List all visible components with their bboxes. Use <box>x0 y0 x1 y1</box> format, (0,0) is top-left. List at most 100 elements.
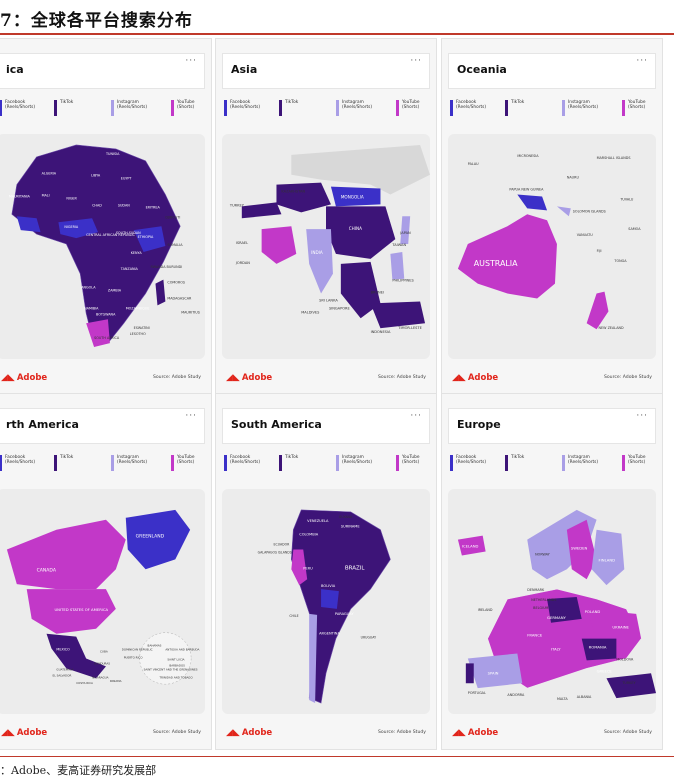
map-europe[interactable]: NORWAY DENMARK NETHERLANDS BELGIUM IRELA… <box>448 489 656 714</box>
map-oceania[interactable]: MICRONESIA MARSHALL ISLANDS PALAU NAURU … <box>448 134 656 359</box>
youtube-swatch <box>396 455 399 471</box>
map-label: IRELAND <box>478 608 493 612</box>
africa-map-svg: TUNISIA ALGERIA LIBYA EGYPT MAURITANIA M… <box>9 144 200 348</box>
map-label: GUATEMALA <box>56 667 73 671</box>
legend-instagram: Instagram (Reels/Shorts) <box>111 454 163 474</box>
legend-instagram: Instagram (Reels/Shorts) <box>562 454 614 474</box>
map-label: DJIBOUTI <box>165 215 180 219</box>
map-label: TANZANIA <box>120 267 139 271</box>
north-america-map-svg: GREENLAND CANADA UNITED STATES OF AMERIC… <box>6 509 199 685</box>
map-label: BOLIVIA <box>321 584 336 588</box>
map-label: NAMIBIA <box>84 306 99 310</box>
adobe-icon: ◢◣ <box>226 373 240 383</box>
map-label: MADAGASCAR <box>167 296 192 300</box>
oceania-map-svg: MICRONESIA MARSHALL ISLANDS PALAU NAURU … <box>457 154 641 330</box>
map-label: SAINT VINCENT AND THE GRENADINES <box>144 667 198 671</box>
map-label: TRINIDAD AND TOBAGO <box>158 675 193 679</box>
map-label: TURKEY <box>621 681 636 685</box>
map-label: BELGIUM <box>533 606 548 610</box>
map-label: SAINT LUCIA <box>167 657 184 661</box>
panel-header: Oceania ··· <box>448 53 656 89</box>
map-asia[interactable]: TURKEY KAZAKHSTAN JAPAN TAIWAN PHILIPPIN… <box>222 134 430 359</box>
map-label: COSTA RICA <box>76 681 93 685</box>
map-label: CANADA <box>37 567 57 573</box>
tiktok-swatch <box>54 455 57 471</box>
map-label: ICELAND <box>462 545 479 549</box>
map-label: NIGERIA <box>64 225 79 229</box>
facebook-swatch <box>450 100 453 116</box>
map-south-america[interactable]: VENEZUELA SURINAME COLOMBIA PERU BRAZIL … <box>222 489 430 714</box>
panel-source: Source: Adobe Study <box>377 730 426 735</box>
map-label: COLOMBIA <box>299 533 318 537</box>
panel-header: Asia ··· <box>222 53 430 89</box>
region-title: Europe <box>457 418 501 431</box>
panel-source: Source: Adobe Study <box>377 375 426 380</box>
map-label: GALAPAGOS ISLANDS <box>258 550 292 554</box>
map-africa[interactable]: TUNISIA ALGERIA LIBYA EGYPT MAURITANIA M… <box>0 134 205 359</box>
adobe-icon: ◢◣ <box>452 728 466 738</box>
map-label: SWEDEN <box>571 547 588 551</box>
tiktok-swatch <box>54 100 57 116</box>
region-title: ica <box>6 63 24 76</box>
adobe-icon: ◢◣ <box>452 373 466 383</box>
map-label: SOMALIA <box>167 243 183 247</box>
map-label: MONGOLIA <box>341 194 364 199</box>
youtube-swatch <box>622 455 625 471</box>
adobe-icon: ◢◣ <box>226 728 240 738</box>
map-label: PERU <box>303 566 313 570</box>
map-label: BAHAMAS <box>148 644 162 648</box>
map-label: LIBYA <box>91 174 101 178</box>
map-label: ESWATINI <box>134 326 150 330</box>
more-options-icon[interactable]: ··· <box>185 56 197 66</box>
map-label: BOTSWANA <box>96 312 116 316</box>
more-options-icon[interactable]: ··· <box>636 56 648 66</box>
map-label: SPAIN <box>488 671 499 675</box>
map-label: MOLDOVA <box>616 657 634 661</box>
map-label: VANUATU <box>577 233 593 237</box>
map-label: LESOTHO <box>130 332 146 336</box>
legend-youtube: YouTube (Shorts) <box>622 99 662 119</box>
instagram-swatch <box>336 100 339 116</box>
map-label: KAZAKHSTAN <box>281 190 305 194</box>
adobe-logo: ◢◣ Adobe <box>1 728 48 738</box>
legend-tiktok: TikTok <box>505 454 557 474</box>
more-options-icon[interactable]: ··· <box>410 56 422 66</box>
facebook-swatch <box>450 455 453 471</box>
panel-europe: Europe ··· Facebook (Reels/Shorts) TikTo… <box>441 393 663 750</box>
map-label: TUNISIA <box>105 152 120 156</box>
south-america-map-svg: VENEZUELA SURINAME COLOMBIA PERU BRAZIL … <box>258 509 391 704</box>
map-label: NETHERLANDS <box>531 598 556 602</box>
map-label: MEXICO <box>56 648 70 652</box>
bottom-rule <box>0 756 674 757</box>
map-label: ANDORRA <box>507 693 525 697</box>
map-label: ALGERIA <box>42 172 57 176</box>
map-label: ARGENTINA <box>319 632 340 636</box>
map-label: GREENLAND <box>136 534 165 540</box>
map-label: PANAMA <box>110 679 122 683</box>
tiktok-swatch <box>279 100 282 116</box>
map-label: MALI <box>42 193 50 197</box>
map-label: POLAND <box>585 610 601 614</box>
map-label: CHILE <box>289 614 298 618</box>
legend-facebook: Facebook (Reels/Shorts) <box>0 454 51 474</box>
more-options-icon[interactable]: ··· <box>636 411 648 421</box>
legend-facebook: Facebook (Reels/Shorts) <box>450 99 502 119</box>
map-label: FIJI <box>597 249 602 253</box>
map-label: MALDIVES <box>301 310 320 314</box>
legend: Facebook (Reels/Shorts) TikTok Instagram… <box>224 454 428 474</box>
map-north-america[interactable]: GREENLAND CANADA UNITED STATES OF AMERIC… <box>0 489 205 714</box>
map-label: SOUTH AFRICA <box>94 336 120 340</box>
more-options-icon[interactable]: ··· <box>410 411 422 421</box>
map-label: NORWAY <box>535 552 551 556</box>
asia-map-svg: TURKEY KAZAKHSTAN JAPAN TAIWAN PHILIPPIN… <box>229 144 430 334</box>
map-label: FINLAND <box>599 558 616 562</box>
map-label: ZAMBIA <box>108 289 122 293</box>
legend-instagram: Instagram (Reels/Shorts) <box>111 99 163 119</box>
more-options-icon[interactable]: ··· <box>185 411 197 421</box>
map-label: ETHIOPIA <box>138 235 154 239</box>
map-label: URUGUAY <box>361 636 376 640</box>
region-title: Asia <box>231 63 258 76</box>
map-label: DOMINICAN REPUBLIC <box>122 648 153 652</box>
panel-header: South America ··· <box>222 408 430 444</box>
map-label: NEW ZEALAND <box>599 326 625 330</box>
